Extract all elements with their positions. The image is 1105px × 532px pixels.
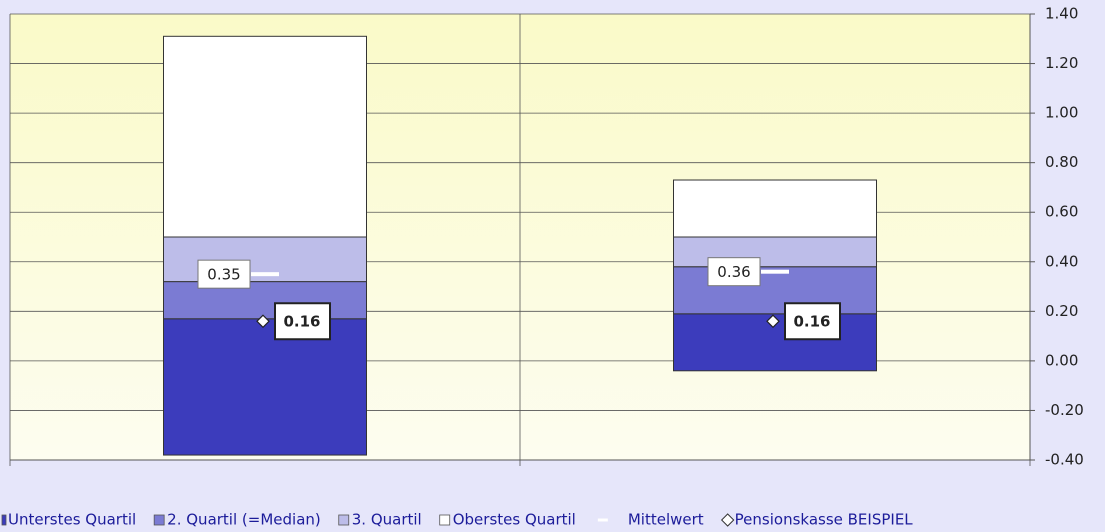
- y-tick-label: 0.40: [1045, 252, 1078, 270]
- bar-segment: [673, 179, 877, 238]
- legend-label: 3. Quartil: [352, 511, 422, 529]
- mean-marker: [251, 272, 279, 277]
- data-label: 0.16: [283, 313, 320, 331]
- legend-swatch: [720, 513, 735, 527]
- legend-swatch: [153, 514, 165, 526]
- bar-segment: [673, 266, 877, 315]
- y-tick-label: -0.40: [1045, 451, 1084, 469]
- label-box: [707, 257, 761, 287]
- example-marker: [256, 314, 270, 329]
- label-box: [197, 259, 251, 289]
- y-tick-label: 0.60: [1045, 203, 1078, 221]
- legend-swatch: [338, 514, 350, 526]
- legend-label: Unterstes Quartil: [8, 511, 136, 529]
- data-label: 0.35: [207, 266, 240, 284]
- mean-marker: [761, 269, 789, 274]
- y-tick-label: 0.20: [1045, 302, 1078, 320]
- data-label: 0.16: [793, 313, 830, 331]
- bar-segment: [163, 281, 367, 320]
- legend-swatch: [597, 518, 608, 522]
- y-tick-label: 1.20: [1045, 54, 1078, 72]
- bar-segment: [673, 236, 877, 268]
- legend-label: Pensionskasse BEISPIEL: [735, 511, 914, 529]
- y-tick-label: 1.40: [1045, 5, 1078, 23]
- example-marker: [766, 314, 780, 329]
- label-box: [274, 302, 331, 341]
- legend-label: Oberstes Quartil: [453, 511, 576, 529]
- legend-label: Mittelwert: [628, 511, 704, 529]
- legend-swatch: [1, 514, 7, 526]
- legend-swatch: [439, 514, 451, 526]
- bar-segment: [163, 318, 367, 456]
- y-tick-label: 1.00: [1045, 104, 1078, 122]
- y-tick-label: 0.80: [1045, 153, 1078, 171]
- bar-segment: [163, 35, 367, 238]
- label-box: [784, 302, 841, 341]
- data-label: 0.36: [717, 263, 750, 281]
- y-tick-label: -0.20: [1045, 401, 1084, 419]
- y-tick-label: 0.00: [1045, 351, 1078, 369]
- legend-label: 2. Quartil (=Median): [167, 511, 321, 529]
